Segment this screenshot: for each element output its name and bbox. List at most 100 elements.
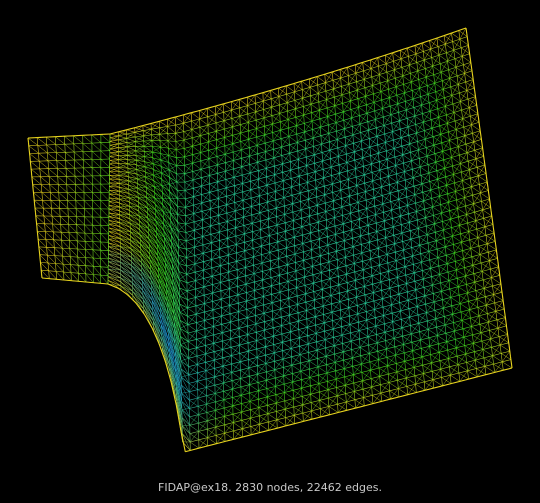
- mesh-edge: [262, 285, 272, 289]
- mesh-edge: [297, 304, 307, 311]
- mesh-edge: [157, 255, 167, 276]
- mesh-edge: [130, 240, 141, 249]
- mesh-edge: [222, 338, 231, 350]
- mesh-edge: [198, 403, 207, 415]
- mesh-edge: [294, 251, 304, 255]
- mesh-edge: [300, 209, 310, 217]
- mesh-edge: [379, 159, 388, 171]
- mesh-edge: [381, 99, 383, 109]
- mesh-edge: [328, 130, 337, 134]
- mesh-edge: [204, 301, 213, 304]
- mesh-edge: [108, 242, 121, 247]
- mesh-edge: [161, 335, 170, 353]
- mesh-edge: [330, 158, 332, 168]
- mesh-edge: [128, 197, 139, 207]
- mesh-edge: [220, 279, 230, 283]
- mesh-edge: [337, 128, 345, 140]
- mesh-edge: [229, 294, 239, 306]
- mesh-edge: [237, 267, 246, 279]
- mesh-edge: [348, 307, 350, 317]
- mesh-edge: [280, 136, 289, 139]
- mesh-edge: [119, 198, 130, 203]
- mesh-edge: [256, 329, 265, 333]
- mesh-edge: [326, 96, 335, 100]
- mesh-edge: [274, 358, 284, 370]
- mesh-edge: [378, 150, 387, 154]
- mesh-edge: [313, 280, 322, 284]
- mesh-edge: [357, 193, 359, 203]
- mesh-edge: [275, 375, 284, 387]
- mesh-edge: [373, 292, 375, 302]
- mesh-edge: [187, 341, 197, 348]
- mesh-edge: [247, 323, 257, 335]
- mesh-edge: [312, 137, 322, 145]
- mesh-edge: [132, 291, 144, 309]
- mesh-edge: [380, 91, 382, 101]
- mesh-edge: [311, 238, 320, 250]
- mesh-edge: [109, 171, 120, 176]
- mesh-edge: [351, 117, 361, 125]
- mesh-edge: [149, 248, 159, 262]
- mesh-edge: [109, 143, 119, 146]
- mesh-edge: [197, 353, 206, 365]
- mesh-edge: [239, 350, 249, 354]
- mesh-edge: [251, 212, 261, 224]
- mesh-edge: [342, 212, 351, 224]
- mesh-edge: [334, 354, 336, 363]
- mesh-edge: [259, 212, 269, 219]
- mesh-edge: [358, 328, 368, 331]
- mesh-edge: [261, 235, 270, 247]
- mesh-edge: [387, 78, 396, 81]
- mesh-edge: [137, 187, 147, 189]
- mesh-edge: [158, 278, 167, 289]
- mesh-edge: [245, 273, 255, 285]
- mesh-edge: [304, 131, 306, 141]
- mesh-edge: [357, 191, 366, 195]
- mesh-edge: [119, 179, 129, 182]
- mesh-edge: [392, 319, 402, 322]
- mesh-edge: [375, 315, 384, 327]
- mesh-edge: [299, 173, 308, 177]
- mesh-edge: [400, 308, 409, 312]
- mesh-edge: [165, 275, 174, 286]
- mesh-edge: [365, 96, 367, 105]
- mesh-edge: [351, 338, 360, 342]
- mesh-edge: [311, 112, 313, 122]
- mesh-edge: [398, 199, 400, 208]
- mesh-edge: [292, 371, 301, 374]
- mesh-edge: [139, 234, 149, 239]
- mesh-edge: [156, 232, 165, 244]
- mesh-edge: [368, 127, 377, 131]
- mesh-edge: [372, 392, 382, 404]
- mesh-edge: [311, 110, 320, 113]
- mesh-edge: [326, 372, 337, 380]
- mesh-edge: [322, 169, 324, 178]
- mesh-edge: [329, 276, 339, 279]
- mesh-edge: [352, 246, 362, 254]
- mesh-edge: [348, 305, 358, 308]
- mesh-edge: [283, 186, 292, 198]
- mesh-edge: [265, 346, 275, 354]
- mesh-edge: [323, 186, 325, 195]
- mesh-edge: [169, 205, 179, 223]
- mesh-edge: [249, 172, 259, 180]
- mesh-edge: [387, 365, 398, 373]
- mesh-edge: [160, 312, 169, 334]
- mesh-edge: [348, 75, 350, 85]
- mesh-edge: [373, 281, 382, 293]
- mesh-edge: [255, 313, 265, 316]
- mesh-edge: [389, 192, 399, 200]
- mesh-edge: [225, 168, 234, 172]
- mesh-edge: [109, 193, 120, 196]
- mesh-edge: [333, 334, 343, 346]
- mesh-edge: [295, 108, 297, 118]
- mesh-edge: [272, 121, 281, 125]
- mesh-edge: [282, 163, 291, 171]
- mesh-edge: [248, 357, 258, 369]
- mesh-edge: [250, 417, 260, 425]
- mesh-edge: [392, 226, 395, 236]
- mesh-edge: [148, 243, 159, 262]
- mesh-edge: [172, 285, 180, 305]
- mesh-edge: [263, 100, 272, 108]
- mesh-edge: [363, 267, 372, 270]
